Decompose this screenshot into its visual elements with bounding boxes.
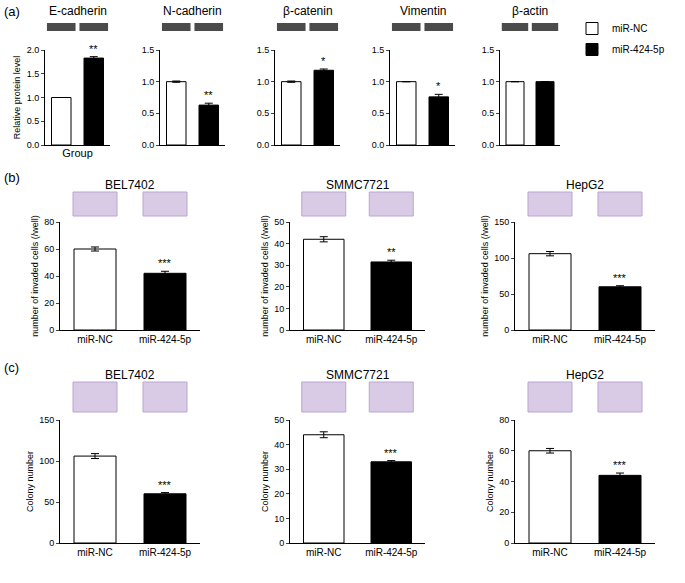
svg-text:0: 0 [504, 325, 509, 335]
svg-text:miR-424-5p: miR-424-5p [612, 44, 665, 55]
svg-text:1.5: 1.5 [257, 45, 270, 55]
svg-text:N-cadherin: N-cadherin [163, 4, 222, 18]
svg-text:number of invaded cells (/well: number of invaded cells (/well) [260, 215, 270, 337]
svg-text:miR-NC: miR-NC [306, 547, 342, 558]
svg-text:0.0: 0.0 [142, 140, 155, 150]
svg-text:***: *** [158, 479, 172, 491]
svg-text:1.5: 1.5 [482, 45, 495, 55]
svg-text:50: 50 [44, 497, 54, 507]
svg-text:miR-NC: miR-NC [77, 547, 113, 558]
svg-text:60: 60 [499, 446, 509, 456]
svg-text:SMMC7721: SMMC7721 [326, 368, 390, 382]
svg-text:Colony number: Colony number [260, 451, 270, 512]
svg-text:50: 50 [499, 289, 509, 299]
svg-text:20: 20 [44, 298, 54, 308]
svg-text:0: 0 [49, 325, 54, 335]
svg-text:20: 20 [274, 282, 284, 292]
svg-text:10: 10 [274, 304, 284, 314]
svg-text:80: 80 [44, 217, 54, 227]
svg-text:(c): (c) [4, 360, 19, 375]
svg-text:***: *** [613, 459, 627, 471]
svg-text:0: 0 [504, 538, 509, 548]
svg-text:miR-424-5p: miR-424-5p [139, 547, 192, 558]
svg-text:Colony number: Colony number [485, 451, 495, 512]
svg-text:β-catenin: β-catenin [283, 4, 333, 18]
svg-text:miR-NC: miR-NC [612, 23, 648, 34]
svg-text:***: *** [613, 272, 627, 284]
svg-text:1.0: 1.0 [142, 77, 155, 87]
svg-text:Vimentin: Vimentin [400, 4, 446, 18]
svg-text:Colony number: Colony number [25, 451, 35, 512]
svg-text:1.5: 1.5 [372, 45, 385, 55]
svg-text:***: *** [158, 257, 172, 269]
svg-text:40: 40 [499, 477, 509, 487]
svg-text:β-actin: β-actin [512, 4, 548, 18]
svg-text:0: 0 [49, 538, 54, 548]
svg-text:E-cadherin: E-cadherin [49, 4, 107, 18]
svg-text:miR-NC: miR-NC [532, 547, 568, 558]
svg-text:BEL7402: BEL7402 [105, 368, 155, 382]
svg-text:0.0: 0.0 [482, 140, 495, 150]
svg-text:**: ** [204, 89, 213, 101]
svg-text:miR-424-5p: miR-424-5p [139, 334, 192, 345]
svg-text:60: 60 [44, 244, 54, 254]
svg-text:miR-424-5p: miR-424-5p [365, 547, 418, 558]
svg-text:1.5: 1.5 [27, 69, 40, 79]
svg-text:miR-424-5p: miR-424-5p [594, 547, 647, 558]
svg-text:2.0: 2.0 [27, 45, 40, 55]
svg-text:***: *** [384, 447, 398, 459]
svg-text:0: 0 [279, 325, 284, 335]
svg-text:30: 30 [274, 464, 284, 474]
svg-text:1.0: 1.0 [257, 77, 270, 87]
svg-text:80: 80 [499, 415, 509, 425]
svg-text:miR-424-5p: miR-424-5p [365, 334, 418, 345]
svg-text:0.5: 0.5 [257, 108, 270, 118]
svg-text:1.0: 1.0 [27, 93, 40, 103]
svg-text:40: 40 [274, 239, 284, 249]
svg-text:1.5: 1.5 [142, 45, 155, 55]
svg-text:HepG2: HepG2 [566, 368, 604, 382]
svg-text:*: * [436, 80, 441, 92]
svg-text:0.5: 0.5 [482, 108, 495, 118]
svg-text:0.5: 0.5 [27, 116, 40, 126]
svg-text:**: ** [387, 246, 396, 258]
svg-text:HepG2: HepG2 [566, 178, 604, 192]
svg-text:miR-NC: miR-NC [77, 334, 113, 345]
svg-text:number of invaded cells (/well: number of invaded cells (/well) [480, 215, 490, 337]
svg-text:SMMC7721: SMMC7721 [326, 178, 390, 192]
svg-text:100: 100 [494, 253, 509, 263]
svg-text:0.0: 0.0 [257, 140, 270, 150]
svg-text:**: ** [89, 43, 98, 55]
svg-text:20: 20 [499, 507, 509, 517]
svg-text:*: * [321, 55, 326, 67]
svg-text:number of invaded cells (/well: number of invaded cells (/well) [30, 215, 40, 337]
svg-text:150: 150 [494, 217, 509, 227]
svg-text:(a): (a) [4, 4, 20, 19]
svg-text:miR-424-5p: miR-424-5p [594, 334, 647, 345]
svg-text:50: 50 [274, 415, 284, 425]
svg-text:40: 40 [44, 271, 54, 281]
svg-text:(b): (b) [4, 170, 20, 185]
svg-text:miR-NC: miR-NC [306, 334, 342, 345]
svg-text:Group: Group [62, 147, 93, 159]
svg-text:1.0: 1.0 [372, 77, 385, 87]
svg-text:30: 30 [274, 260, 284, 270]
svg-text:150: 150 [39, 415, 54, 425]
svg-text:50: 50 [274, 217, 284, 227]
svg-text:0: 0 [279, 538, 284, 548]
svg-text:20: 20 [274, 489, 284, 499]
svg-text:0.0: 0.0 [372, 140, 385, 150]
svg-text:0.5: 0.5 [142, 108, 155, 118]
svg-text:miR-NC: miR-NC [532, 334, 568, 345]
svg-text:100: 100 [39, 456, 54, 466]
svg-text:BEL7402: BEL7402 [105, 178, 155, 192]
svg-text:Relative protein level: Relative protein level [12, 56, 22, 140]
svg-text:0.0: 0.0 [27, 140, 40, 150]
svg-text:1.0: 1.0 [482, 77, 495, 87]
svg-text:40: 40 [274, 440, 284, 450]
svg-text:10: 10 [274, 514, 284, 524]
svg-text:0.5: 0.5 [372, 108, 385, 118]
